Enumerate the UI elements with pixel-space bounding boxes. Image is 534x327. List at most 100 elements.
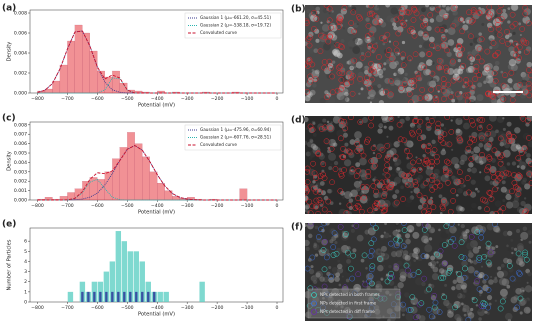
texture bbox=[493, 278, 498, 284]
particle-marker bbox=[307, 79, 314, 85]
texture bbox=[374, 5, 380, 11]
particle-marker bbox=[305, 179, 311, 185]
texture bbox=[358, 255, 362, 258]
particle-marker bbox=[309, 126, 316, 133]
particle-marker bbox=[392, 153, 399, 160]
particle-marker bbox=[371, 162, 378, 169]
texture bbox=[404, 233, 411, 239]
texture bbox=[412, 101, 416, 103]
particle-marker bbox=[523, 39, 530, 46]
texture bbox=[517, 245, 524, 252]
particle-marker bbox=[468, 234, 475, 240]
histogram-bar bbox=[127, 251, 133, 302]
texture bbox=[386, 150, 394, 158]
x-tick-label: −300 bbox=[181, 305, 194, 311]
particle-marker bbox=[422, 180, 429, 187]
particle-marker bbox=[366, 278, 372, 285]
particle-marker bbox=[368, 116, 374, 121]
texture bbox=[377, 128, 383, 134]
texture bbox=[415, 277, 423, 286]
particle-marker bbox=[353, 173, 360, 179]
micrograph bbox=[305, 5, 532, 103]
texture bbox=[340, 233, 349, 241]
texture bbox=[440, 197, 447, 204]
texture bbox=[486, 262, 493, 268]
texture bbox=[345, 61, 350, 65]
particle-marker bbox=[448, 223, 455, 227]
texture bbox=[376, 68, 384, 76]
texture bbox=[372, 151, 376, 155]
texture bbox=[306, 9, 311, 14]
particle-marker bbox=[465, 189, 472, 196]
texture bbox=[331, 49, 338, 56]
texture bbox=[374, 176, 378, 180]
particle-marker bbox=[499, 171, 505, 178]
particle-marker bbox=[514, 304, 521, 311]
texture bbox=[493, 29, 498, 34]
texture bbox=[447, 46, 451, 50]
texture bbox=[397, 116, 400, 119]
texture bbox=[524, 183, 531, 190]
texture bbox=[400, 11, 403, 14]
particle-marker bbox=[450, 188, 457, 194]
texture bbox=[476, 94, 484, 102]
texture bbox=[342, 232, 349, 239]
texture bbox=[484, 77, 489, 82]
particle-marker bbox=[446, 170, 453, 177]
particle-marker bbox=[422, 94, 429, 101]
particle-marker bbox=[465, 92, 472, 98]
texture bbox=[466, 30, 469, 33]
particle-marker bbox=[387, 275, 394, 281]
particle-marker bbox=[327, 65, 334, 72]
particle-marker bbox=[308, 223, 314, 227]
texture bbox=[489, 291, 494, 296]
texture bbox=[470, 33, 476, 39]
particle-marker bbox=[434, 251, 441, 258]
texture bbox=[479, 171, 482, 174]
texture bbox=[399, 271, 407, 279]
texture bbox=[327, 96, 336, 103]
texture bbox=[417, 174, 424, 180]
particle-marker bbox=[365, 23, 372, 29]
particle-marker bbox=[305, 189, 310, 196]
particle-marker bbox=[330, 244, 337, 250]
particle-marker bbox=[425, 159, 432, 166]
particle-marker bbox=[512, 40, 519, 47]
texture bbox=[501, 270, 508, 277]
texture bbox=[376, 143, 385, 152]
particle-marker bbox=[381, 193, 387, 199]
texture bbox=[337, 263, 343, 270]
texture bbox=[510, 82, 513, 85]
texture bbox=[306, 91, 313, 98]
particle-marker bbox=[363, 139, 370, 145]
texture bbox=[320, 160, 325, 166]
texture bbox=[497, 82, 502, 87]
particle-marker bbox=[433, 97, 440, 103]
panel-label: (d) bbox=[291, 116, 306, 126]
texture bbox=[383, 199, 391, 208]
particle-marker bbox=[367, 253, 374, 259]
texture bbox=[432, 173, 439, 179]
texture bbox=[507, 63, 515, 70]
texture bbox=[389, 116, 394, 120]
particle-marker bbox=[341, 5, 348, 11]
particle-marker bbox=[423, 156, 430, 163]
particle-marker bbox=[406, 55, 413, 62]
texture bbox=[510, 296, 518, 304]
histogram-bar bbox=[139, 261, 145, 302]
texture bbox=[505, 193, 512, 201]
texture bbox=[521, 179, 527, 185]
texture bbox=[462, 307, 467, 313]
texture bbox=[494, 200, 502, 208]
particle-marker bbox=[444, 158, 450, 165]
particle-marker bbox=[365, 173, 372, 180]
particle-marker bbox=[356, 13, 362, 20]
x-tick-label: −400 bbox=[151, 96, 164, 102]
texture bbox=[307, 257, 312, 262]
texture bbox=[429, 260, 437, 267]
texture bbox=[471, 131, 478, 139]
texture bbox=[358, 39, 365, 46]
texture bbox=[464, 275, 469, 280]
texture bbox=[355, 61, 363, 69]
texture bbox=[381, 117, 388, 124]
